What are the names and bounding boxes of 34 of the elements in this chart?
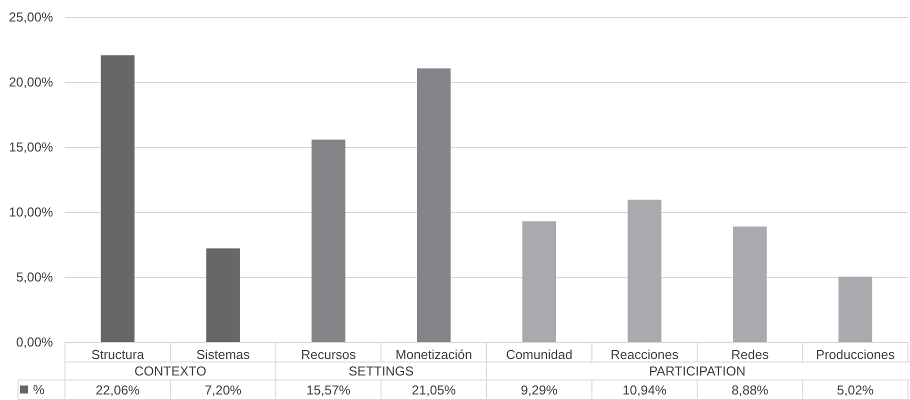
x-tick-label: Structura bbox=[91, 347, 145, 362]
text: PARTICIPATION bbox=[648, 364, 746, 378]
y-tick-label: 20,00% bbox=[8, 74, 54, 90]
data-label: 21,05% bbox=[412, 382, 456, 398]
x-tick-label: Producciones bbox=[816, 347, 896, 362]
text: SETTINGS bbox=[348, 364, 414, 378]
data-label: 10,94% bbox=[622, 382, 668, 398]
data-label: 15,57% bbox=[306, 382, 351, 398]
y-tick-label: 10,00% bbox=[8, 204, 54, 220]
data-label: 9,29% bbox=[520, 382, 558, 398]
x-tick-label: Monetización bbox=[396, 347, 472, 362]
data-label: 5,02% bbox=[836, 382, 874, 398]
text: CONTEXTO bbox=[134, 364, 206, 378]
bar bbox=[838, 276, 872, 342]
bar bbox=[312, 140, 346, 342]
y-tick-label: 15,00% bbox=[8, 140, 54, 154]
legend-label: % bbox=[33, 382, 45, 397]
bar bbox=[416, 68, 451, 342]
y-tick-label: 5,00% bbox=[16, 270, 54, 284]
x-tick-label: Comunidad bbox=[506, 347, 572, 362]
bar bbox=[628, 200, 662, 342]
data-label: 22,06% bbox=[96, 382, 140, 398]
bar bbox=[100, 55, 135, 342]
bar bbox=[206, 248, 240, 342]
x-tick-label: Redes bbox=[731, 347, 770, 362]
bar bbox=[733, 226, 767, 342]
data-label: 8,88% bbox=[732, 382, 769, 398]
data-label: 7,20% bbox=[204, 382, 242, 398]
bar bbox=[522, 221, 556, 342]
x-tick-label: Reacciones bbox=[610, 347, 680, 362]
x-tick-label: Sistemas bbox=[196, 347, 250, 362]
x-tick-label: Recursos bbox=[300, 347, 356, 362]
y-tick-label: 25,00% bbox=[8, 10, 54, 24]
y-tick-label: 0,00% bbox=[16, 334, 54, 350]
